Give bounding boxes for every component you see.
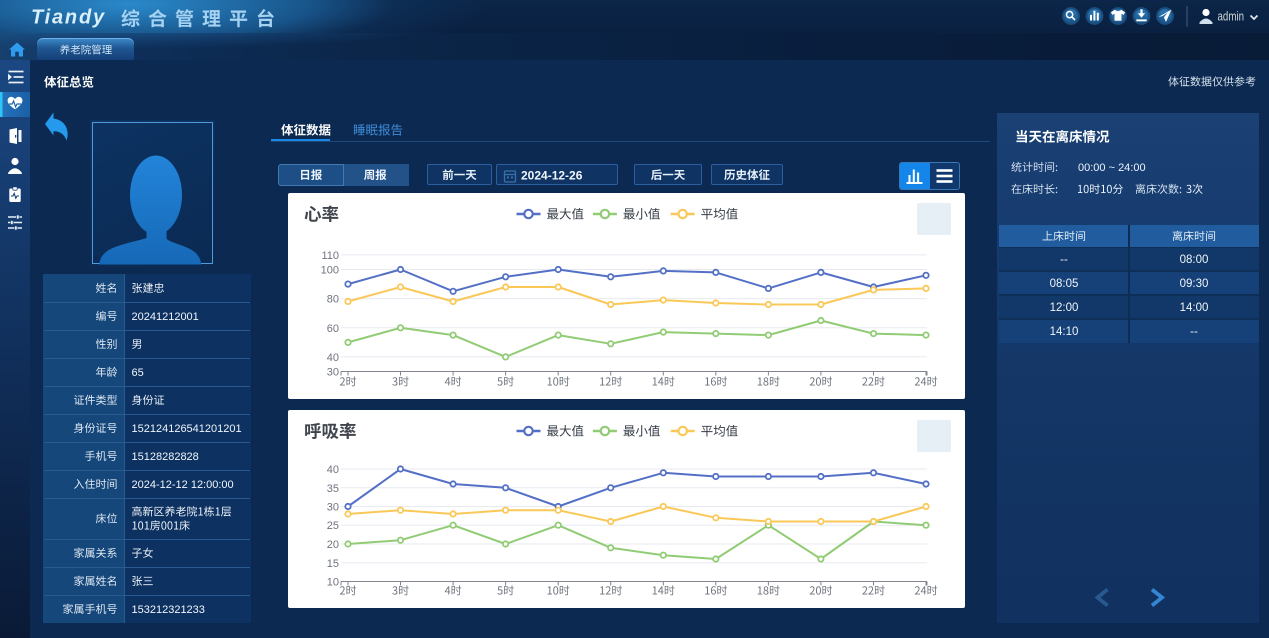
svg-text:152124126541201201: 152124126541201201 xyxy=(132,423,242,435)
svg-text:admin: admin xyxy=(1218,9,1245,24)
svg-text:30: 30 xyxy=(327,367,339,379)
svg-text:08:00: 08:00 xyxy=(1180,254,1209,266)
svg-text:20: 20 xyxy=(327,539,339,551)
svg-text:12:00: 12:00 xyxy=(1050,302,1079,314)
svg-text:100: 100 xyxy=(321,265,339,277)
svg-text:Tiandy: Tiandy xyxy=(31,7,106,29)
svg-text:20241212001: 20241212001 xyxy=(132,311,199,323)
svg-text:110: 110 xyxy=(321,250,339,262)
svg-text:25: 25 xyxy=(327,520,339,532)
svg-text:10: 10 xyxy=(327,577,339,589)
svg-text:--: -- xyxy=(1060,254,1068,266)
svg-text:153212321233: 153212321233 xyxy=(132,604,205,616)
svg-text:40: 40 xyxy=(327,352,339,364)
svg-text:60: 60 xyxy=(327,323,339,335)
svg-text:80: 80 xyxy=(327,294,339,306)
svg-text:35: 35 xyxy=(327,483,339,495)
svg-text:--: -- xyxy=(1190,326,1198,338)
svg-text:40: 40 xyxy=(327,464,339,476)
svg-text:2024-12-12 12:00:00: 2024-12-12 12:00:00 xyxy=(132,479,234,491)
svg-text:14:10: 14:10 xyxy=(1050,326,1079,338)
svg-text:2024-12-26: 2024-12-26 xyxy=(521,169,583,183)
svg-text:09:30: 09:30 xyxy=(1180,278,1209,290)
svg-text:15128282828: 15128282828 xyxy=(132,451,199,463)
svg-text:30: 30 xyxy=(327,502,339,514)
svg-text:14:00: 14:00 xyxy=(1180,302,1209,314)
svg-text:65: 65 xyxy=(132,367,144,379)
svg-text:00:00 ~ 24:00: 00:00 ~ 24:00 xyxy=(1078,162,1146,174)
svg-text:08:05: 08:05 xyxy=(1050,278,1079,290)
svg-text:15: 15 xyxy=(327,558,339,570)
